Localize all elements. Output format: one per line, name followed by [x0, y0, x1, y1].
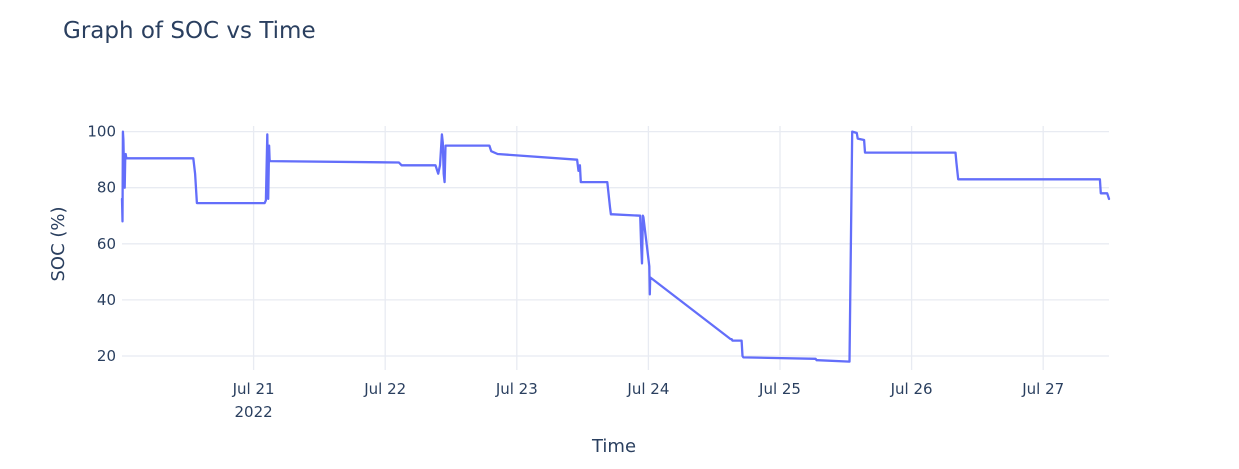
x-axis-label: Time [591, 436, 636, 457]
x-tick-label: Jul 24 [626, 380, 669, 398]
x-tick-label: Jul 23 [495, 380, 538, 398]
x-tick-label: Jul 21 [232, 380, 275, 398]
x-tick-labels: Jul 21 2022 Jul 22 Jul 23 Jul 24 Jul 25 Jul 26… [232, 380, 1065, 421]
x-gridlines [252, 126, 1044, 370]
y-tick-label: 60 [97, 235, 116, 253]
y-axis-label: SOC (%) [48, 206, 69, 281]
y-tick-labels: 20 40 60 80 100 [87, 123, 116, 365]
y-gridlines [122, 130, 1109, 357]
y-tick-label: 100 [87, 123, 116, 141]
chart-title: Graph of SOC vs Time [63, 18, 316, 44]
y-tick-label: 20 [97, 347, 116, 365]
y-tick-label: 80 [97, 179, 116, 197]
x-tick-label: Jul 25 [758, 380, 801, 398]
y-tick-label: 40 [97, 291, 116, 309]
x-tick-label: Jul 22 [363, 380, 406, 398]
series-group [120, 130, 1111, 363]
x-tick-label: Jul 26 [890, 380, 933, 398]
soc-series-line [120, 130, 1111, 363]
x-tick-sublabel: 2022 [235, 403, 273, 421]
x-tick-label: Jul 27 [1021, 380, 1064, 398]
